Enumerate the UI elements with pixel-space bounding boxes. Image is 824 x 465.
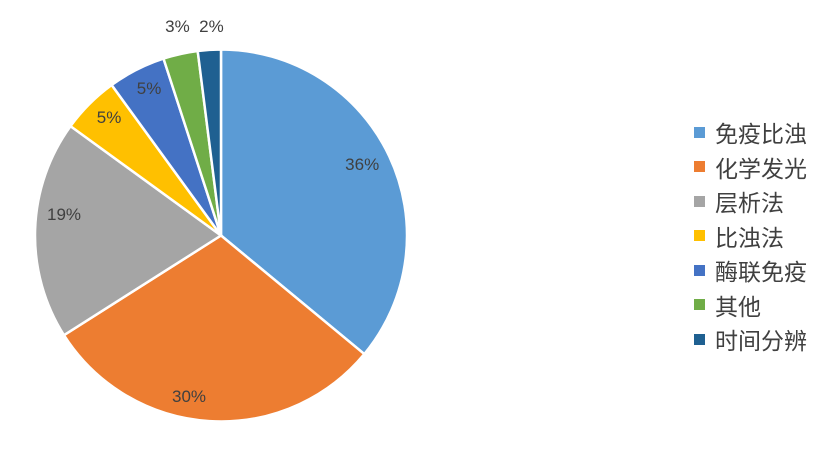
svg-text:3%: 3% (165, 17, 190, 36)
svg-text:2%: 2% (199, 17, 224, 36)
svg-text:5%: 5% (97, 108, 122, 127)
svg-text:5%: 5% (137, 79, 162, 98)
svg-text:36%: 36% (345, 155, 379, 174)
svg-text:19%: 19% (47, 205, 81, 224)
svg-text:30%: 30% (172, 387, 206, 406)
